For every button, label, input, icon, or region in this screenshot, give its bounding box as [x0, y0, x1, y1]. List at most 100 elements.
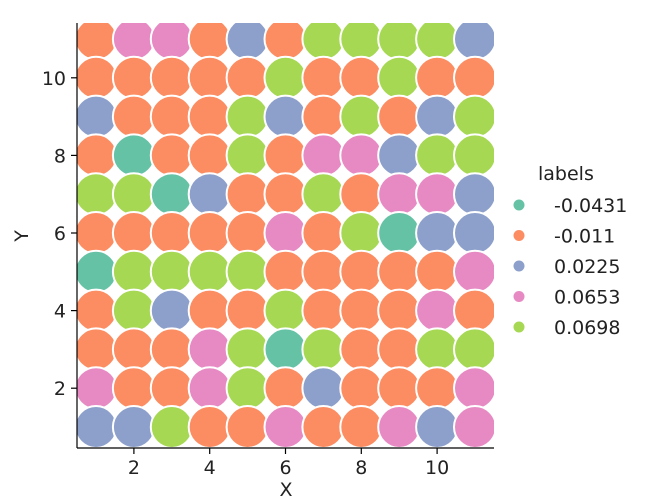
- data-point: [453, 133, 494, 178]
- data-point: [263, 211, 308, 255]
- data-point: [187, 249, 232, 294]
- data-point: [301, 366, 346, 411]
- data-point: [453, 23, 494, 61]
- data-point: [263, 405, 308, 448]
- data-point: [377, 211, 422, 255]
- data-point: [301, 211, 346, 255]
- data-point: [149, 211, 194, 255]
- data-point: [225, 327, 270, 372]
- legend: labels -0.0431 -0.011 0.0225 0.0653 0.0698: [513, 163, 627, 339]
- data-point: [149, 172, 194, 217]
- data-point: [339, 94, 384, 139]
- data-point: [415, 172, 460, 217]
- data-point: [225, 249, 270, 294]
- data-point: [77, 172, 118, 217]
- data-point: [415, 288, 460, 333]
- data-point: [377, 366, 422, 411]
- data-point: [301, 133, 346, 178]
- x-tick-label: 6: [279, 457, 291, 479]
- legend-label: 0.0225: [554, 256, 620, 278]
- data-point: [453, 327, 494, 372]
- data-point: [339, 23, 384, 61]
- legend-title: labels: [538, 163, 594, 185]
- x-axis-label: X: [279, 479, 292, 500]
- y-ticks: 2 4 6 8 10: [42, 68, 77, 400]
- data-point: [415, 23, 460, 61]
- data-point: [225, 288, 270, 333]
- data-point: [77, 211, 118, 255]
- data-point: [415, 211, 460, 255]
- data-point: [111, 172, 156, 217]
- data-point: [339, 405, 384, 448]
- data-point: [111, 327, 156, 372]
- data-point: [263, 327, 308, 372]
- data-point: [149, 288, 194, 333]
- legend-marker: [513, 260, 525, 272]
- data-point: [339, 249, 384, 294]
- data-point: [377, 172, 422, 217]
- data-point: [225, 23, 270, 61]
- data-point: [301, 94, 346, 139]
- y-axis-label: Y: [11, 230, 33, 243]
- data-point: [301, 405, 346, 448]
- x-tick-label: 4: [204, 457, 216, 479]
- data-point: [377, 288, 422, 333]
- y-tick-label: 4: [54, 301, 66, 323]
- y-tick-label: 8: [54, 145, 66, 167]
- data-point: [339, 288, 384, 333]
- data-point: [415, 55, 460, 100]
- data-point: [415, 366, 460, 411]
- legend-label: 0.0653: [554, 287, 620, 309]
- x-tick-label: 8: [355, 457, 367, 479]
- data-point: [301, 249, 346, 294]
- data-point: [377, 55, 422, 100]
- data-point: [225, 211, 270, 255]
- data-point: [77, 249, 118, 294]
- data-point: [77, 94, 118, 139]
- data-point: [149, 327, 194, 372]
- data-point: [453, 249, 494, 294]
- data-point: [339, 211, 384, 255]
- data-point: [111, 55, 156, 100]
- legend-marker: [513, 199, 525, 211]
- legend-marker: [513, 291, 525, 302]
- data-point: [77, 405, 118, 448]
- data-point: [263, 249, 308, 294]
- data-point: [263, 172, 308, 217]
- legend-marker: [513, 230, 525, 241]
- data-point: [453, 366, 494, 411]
- data-point: [453, 172, 494, 217]
- data-point: [187, 133, 232, 178]
- data-point: [339, 133, 384, 178]
- data-point: [111, 23, 156, 61]
- data-point: [453, 94, 494, 139]
- data-point: [225, 405, 270, 448]
- data-point: [301, 327, 346, 372]
- data-point: [301, 55, 346, 100]
- data-point: [187, 288, 232, 333]
- data-point: [377, 94, 422, 139]
- data-point: [225, 55, 270, 100]
- data-point: [187, 211, 232, 255]
- legend-marker: [513, 321, 525, 333]
- data-point: [77, 23, 118, 61]
- x-ticks: 2 4 6 8 10: [128, 448, 449, 479]
- data-point: [453, 55, 494, 100]
- data-point: [263, 288, 308, 333]
- data-point: [263, 94, 308, 139]
- data-point: [149, 23, 194, 61]
- data-point: [225, 133, 270, 178]
- data-point: [301, 23, 346, 61]
- data-point: [301, 288, 346, 333]
- data-point: [377, 23, 422, 61]
- data-point: [111, 249, 156, 294]
- data-point: [339, 172, 384, 217]
- data-point: [453, 288, 494, 333]
- points-layer: [77, 23, 494, 448]
- data-point: [111, 288, 156, 333]
- data-point: [111, 133, 156, 178]
- data-point: [377, 249, 422, 294]
- data-point: [149, 133, 194, 178]
- data-point: [111, 405, 156, 448]
